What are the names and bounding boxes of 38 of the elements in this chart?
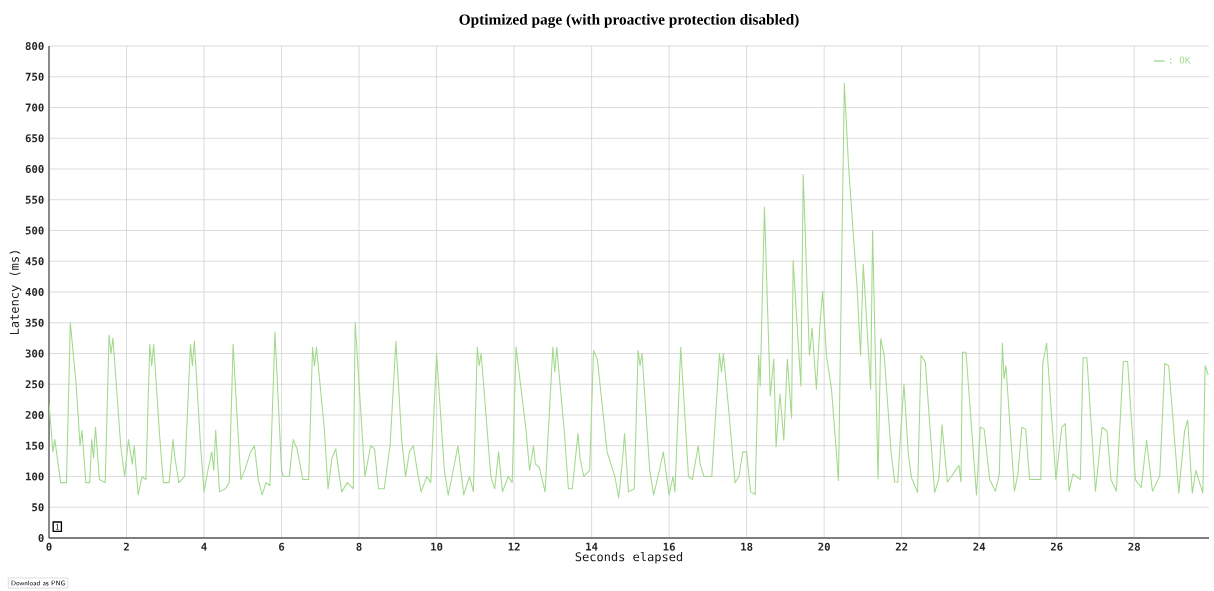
- x-tick-label: 20: [818, 542, 830, 551]
- x-tick-label: 28: [1128, 542, 1140, 551]
- x-tick-label: 12: [508, 542, 520, 551]
- x-tick-label: 8: [356, 542, 362, 551]
- y-tick-label: 350: [25, 318, 44, 327]
- y-tick-label: 700: [25, 103, 44, 112]
- x-axis-title: Seconds elapsed: [575, 551, 683, 564]
- chart-title: Optimized page (with proactive protection disabled): [459, 13, 799, 28]
- x-tick-label: 6: [279, 542, 285, 551]
- y-tick-label: 50: [32, 503, 44, 512]
- annotation: 1: [55, 524, 59, 530]
- y-tick-label: 300: [25, 349, 44, 358]
- x-tick-label: 14: [586, 542, 598, 551]
- y-tick-label: 550: [25, 195, 44, 204]
- x-tick-label: 22: [895, 542, 908, 551]
- y-tick-label: 800: [25, 41, 44, 51]
- y-tick-label: 250: [25, 380, 44, 389]
- x-tick-label: 0: [46, 542, 52, 551]
- y-axis-title: Latency (ms): [9, 251, 22, 335]
- x-tick-label: 2: [123, 542, 129, 551]
- y-tick-label: 200: [25, 410, 44, 420]
- x-tick-label: 4: [201, 542, 207, 551]
- y-tick-label: 150: [26, 441, 44, 450]
- x-tick-label: 10: [431, 542, 443, 551]
- x-tick-label: 18: [741, 542, 753, 551]
- y-tick-label: 0: [38, 533, 44, 543]
- line-series: [49, 82, 1209, 499]
- x-tick-label: 26: [1050, 542, 1063, 551]
- y-tick-label: 750: [25, 72, 44, 81]
- legend-label: : OK: [1170, 56, 1191, 64]
- y-tick-label: 400: [25, 287, 44, 297]
- y-tick-label: 500: [25, 226, 44, 235]
- y-tick-label: 650: [25, 134, 44, 143]
- x-tick-label: 24: [973, 542, 986, 551]
- x-tick-label: 16: [663, 542, 675, 551]
- y-tick-label: 600: [25, 164, 44, 174]
- y-tick-label: 100: [26, 472, 44, 481]
- y-tick-label: 450: [25, 257, 44, 266]
